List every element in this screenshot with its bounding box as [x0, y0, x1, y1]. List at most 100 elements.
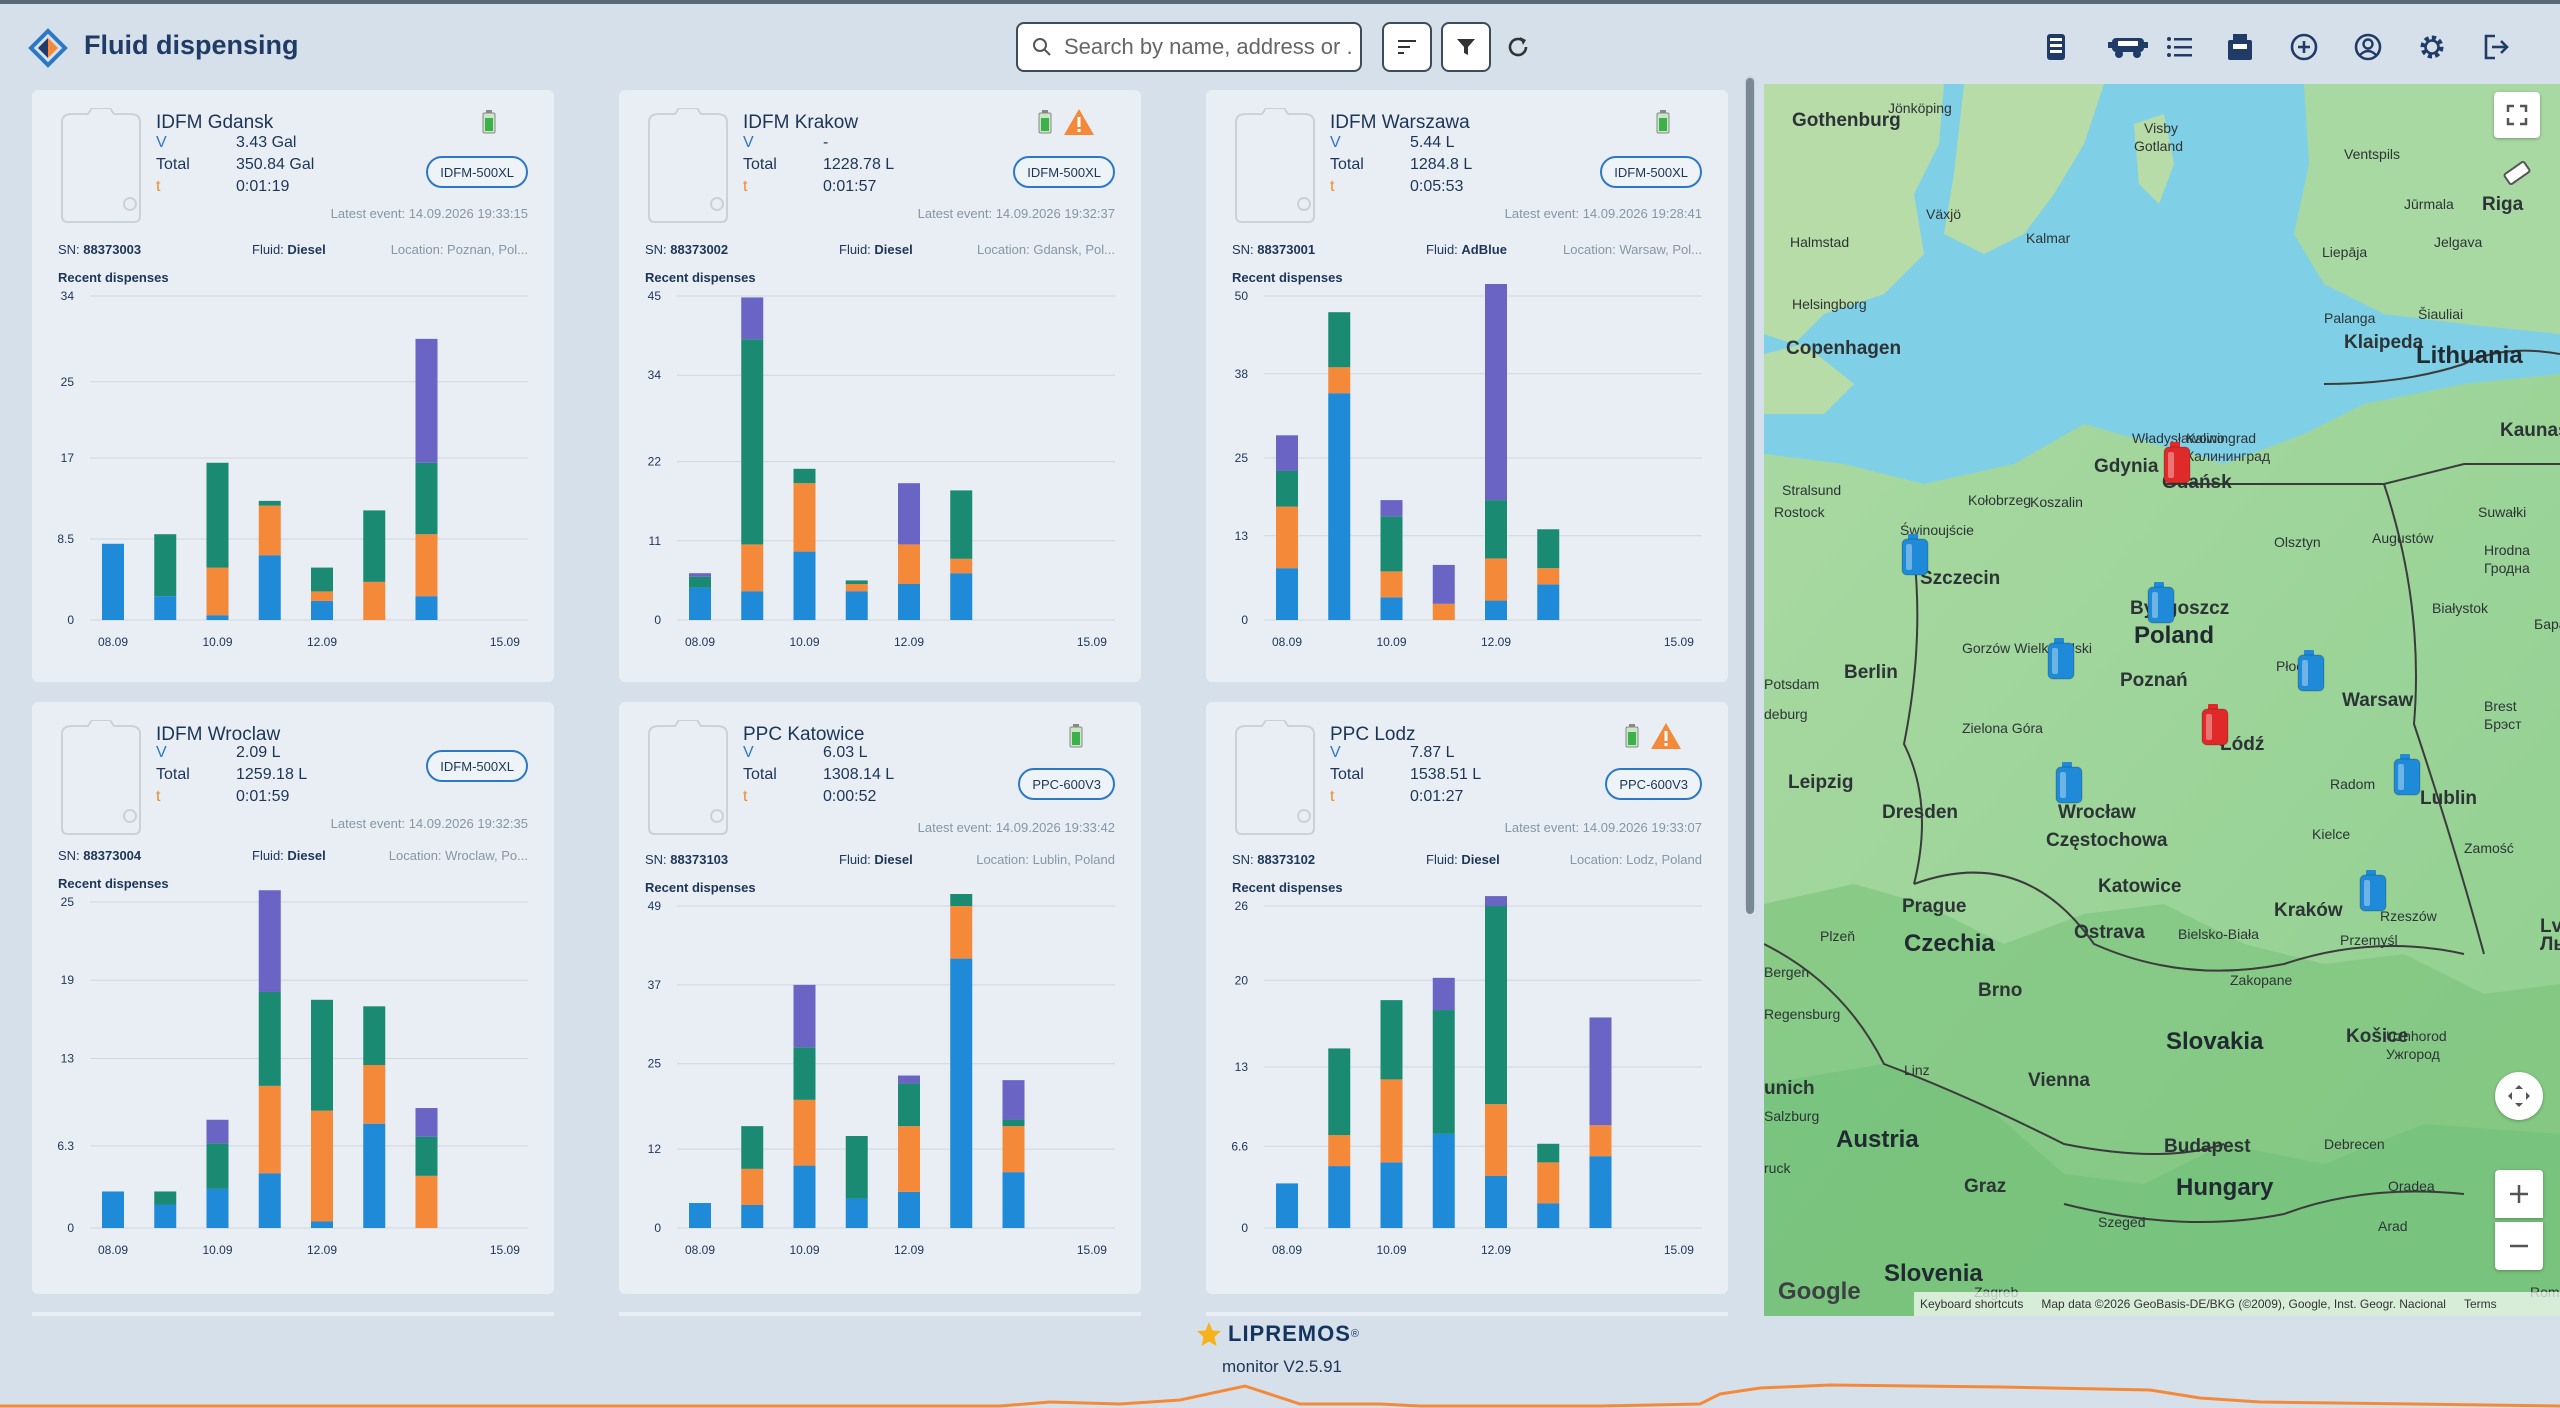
bar-segment[interactable]: [793, 551, 816, 620]
bydgoszcz-pin[interactable]: [2146, 582, 2176, 624]
bar-segment[interactable]: [415, 462, 438, 535]
bar-segment[interactable]: [1537, 584, 1560, 620]
device-card[interactable]: IDFM Warszawa V Total t 5.44 L 1284.8 L 0:05:5…: [1206, 90, 1728, 682]
bar-segment[interactable]: [950, 573, 973, 620]
bar-segment[interactable]: [1537, 568, 1560, 585]
bar-segment[interactable]: [898, 544, 920, 584]
poznan-pin[interactable]: [2046, 638, 2076, 680]
bar-segment[interactable]: [1432, 564, 1455, 604]
fullscreen-button[interactable]: [2494, 92, 2540, 138]
bar-segment[interactable]: [311, 600, 333, 620]
bar-segment[interactable]: [1002, 1080, 1025, 1120]
bar-segment[interactable]: [1432, 603, 1455, 620]
bar-segment[interactable]: [741, 1205, 764, 1228]
bar-segment[interactable]: [1589, 1125, 1612, 1157]
zoom-out-button[interactable]: [2495, 1222, 2543, 1270]
bar-segment[interactable]: [102, 1191, 124, 1228]
bar-segment[interactable]: [258, 890, 281, 992]
map-layer-button[interactable]: [2494, 150, 2540, 196]
bar-segment[interactable]: [1380, 1162, 1403, 1228]
bar-segment[interactable]: [741, 297, 764, 340]
bar-segment[interactable]: [1380, 571, 1403, 598]
bar-segment[interactable]: [1380, 1000, 1403, 1080]
bar-segment[interactable]: [1276, 506, 1298, 569]
bar-segment[interactable]: [1328, 1135, 1351, 1167]
bar-segment[interactable]: [363, 1006, 386, 1065]
bar-segment[interactable]: [1380, 516, 1403, 572]
warning-icon[interactable]: [1650, 722, 1682, 750]
bar-segment[interactable]: [1589, 1156, 1612, 1228]
bar-segment[interactable]: [415, 534, 438, 597]
bar-segment[interactable]: [311, 999, 333, 1111]
bar-segment[interactable]: [206, 567, 229, 616]
bar-segment[interactable]: [258, 500, 281, 506]
bar-segment[interactable]: [1328, 367, 1351, 394]
bar-segment[interactable]: [741, 1168, 764, 1205]
bar-segment[interactable]: [1485, 1104, 1507, 1176]
bar-segment[interactable]: [206, 1143, 229, 1189]
bar-segment[interactable]: [154, 1204, 177, 1228]
bar-segment[interactable]: [1328, 393, 1351, 620]
bar-segment[interactable]: [1380, 500, 1403, 517]
bar-segment[interactable]: [415, 338, 438, 463]
bar-segment[interactable]: [258, 555, 281, 620]
bar-segment[interactable]: [1485, 284, 1507, 501]
bar-segment[interactable]: [741, 544, 764, 592]
account-button[interactable]: [2350, 29, 2386, 65]
bar-segment[interactable]: [793, 984, 816, 1048]
bar-segment[interactable]: [415, 1136, 438, 1176]
bar-segment[interactable]: [1537, 529, 1560, 569]
bar-segment[interactable]: [206, 1119, 229, 1144]
bar-segment[interactable]: [1485, 558, 1507, 601]
bar-segment[interactable]: [689, 587, 711, 620]
bar-segment[interactable]: [1537, 1143, 1560, 1163]
bar-segment[interactable]: [950, 894, 973, 906]
bar-segment[interactable]: [1485, 1175, 1507, 1228]
bar-segment[interactable]: [415, 1108, 438, 1137]
bar-segment[interactable]: [741, 591, 764, 620]
bar-segment[interactable]: [1002, 1172, 1025, 1228]
map-camera-control[interactable]: [2495, 1072, 2543, 1120]
bar-segment[interactable]: [206, 462, 229, 568]
bar-segment[interactable]: [1002, 1126, 1025, 1173]
bar-segment[interactable]: [1589, 1017, 1612, 1126]
bar-segment[interactable]: [1276, 1183, 1298, 1228]
bar-segment[interactable]: [1380, 597, 1403, 620]
bar-segment[interactable]: [898, 584, 920, 620]
bar-segment[interactable]: [741, 1126, 764, 1169]
bar-segment[interactable]: [793, 483, 816, 552]
gdansk-pin[interactable]: [2162, 442, 2192, 484]
bar-segment[interactable]: [1537, 1203, 1560, 1228]
bar-segment[interactable]: [845, 580, 868, 584]
cards-scrollbar[interactable]: [1745, 76, 1755, 914]
bar-segment[interactable]: [415, 596, 438, 620]
bar-segment[interactable]: [1485, 906, 1507, 1105]
bar-segment[interactable]: [1328, 312, 1351, 368]
bar-segment[interactable]: [793, 468, 816, 484]
bar-segment[interactable]: [793, 1047, 816, 1100]
app-logo-icon[interactable]: [28, 28, 68, 68]
bar-segment[interactable]: [793, 1099, 816, 1166]
bar-segment[interactable]: [1002, 1119, 1025, 1127]
bar-segment[interactable]: [258, 991, 281, 1086]
bar-segment[interactable]: [1380, 1079, 1403, 1163]
device-card[interactable]: PPC Lodz V Total t 7.87 L 1538.51 L 0:01:27 PPC…: [1206, 702, 1728, 1294]
device-name[interactable]: IDFM Gdansk: [156, 112, 274, 133]
bar-segment[interactable]: [311, 1221, 333, 1228]
bar-segment[interactable]: [206, 1188, 229, 1228]
vehicles-button[interactable]: [2106, 29, 2150, 65]
bar-segment[interactable]: [1485, 500, 1507, 559]
bar-segment[interactable]: [845, 1136, 868, 1199]
warsaw-pin[interactable]: [2296, 650, 2326, 692]
list-button[interactable]: [2162, 29, 2198, 65]
bar-segment[interactable]: [258, 505, 281, 556]
bar-segment[interactable]: [898, 1191, 920, 1228]
bar-segment[interactable]: [689, 576, 711, 588]
bar-segment[interactable]: [311, 591, 333, 601]
bar-segment[interactable]: [415, 1175, 438, 1228]
device-card[interactable]: IDFM Wroclaw V Total t 2.09 L 1259.18 L 0:01:5…: [32, 702, 554, 1294]
device-card[interactable]: IDFM Gdansk V Total t 3.43 Gal 350.84 Gal 0:01…: [32, 90, 554, 682]
refresh-button[interactable]: [1500, 29, 1536, 65]
bar-segment[interactable]: [845, 591, 868, 620]
bar-segment[interactable]: [1432, 1010, 1455, 1134]
